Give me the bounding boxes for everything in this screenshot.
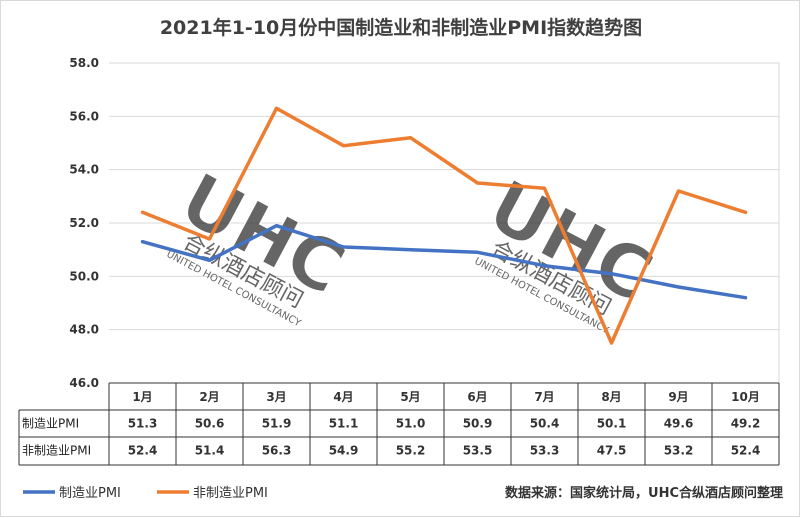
category-label: 2月 xyxy=(199,390,219,404)
data-point xyxy=(543,264,546,267)
table-cell: 50.6 xyxy=(195,417,225,431)
data-point xyxy=(141,211,144,214)
table-cell: 53.3 xyxy=(530,444,560,458)
series-layer xyxy=(140,106,748,345)
table-cell: 51.9 xyxy=(262,417,292,431)
table-row-label: 制造业PMI xyxy=(22,417,79,431)
category-label: 6月 xyxy=(467,390,487,404)
category-label: 7月 xyxy=(534,390,554,404)
data-point xyxy=(409,248,412,251)
category-label: 5月 xyxy=(400,390,420,404)
legend-label: 制造业PMI xyxy=(59,486,121,501)
table-cell: 51.3 xyxy=(128,417,158,431)
category-label: 4月 xyxy=(333,390,353,404)
data-point xyxy=(141,240,144,243)
table-cell: 51.4 xyxy=(195,444,225,458)
y-tick-label: 48.0 xyxy=(69,323,99,337)
series-line-2 xyxy=(140,106,748,345)
legend: 制造业PMI 非制造业PMI xyxy=(23,486,268,501)
data-point xyxy=(208,237,211,241)
data-point xyxy=(677,285,680,289)
data-point xyxy=(275,224,278,227)
data-point xyxy=(208,259,211,262)
table-cell: 50.1 xyxy=(597,417,627,431)
table-cell: 51.1 xyxy=(329,417,359,431)
gridlines xyxy=(109,62,780,384)
category-label: 1月 xyxy=(132,390,152,404)
y-axis: 46.0 48.0 50.0 52.0 54.0 56.0 58.0 xyxy=(69,56,99,390)
table-cell: 47.5 xyxy=(597,444,627,458)
legend-label: 非制造业PMI xyxy=(193,486,268,501)
table-cell: 49.2 xyxy=(731,417,761,431)
data-point xyxy=(744,211,747,214)
series-line-1 xyxy=(140,223,748,300)
data-point xyxy=(610,341,613,345)
table-cell: 50.9 xyxy=(463,417,493,431)
data-point xyxy=(275,107,278,110)
data-point xyxy=(409,136,412,139)
table-cell: 55.2 xyxy=(396,444,426,458)
category-label: 9月 xyxy=(668,390,688,404)
category-label: 3月 xyxy=(266,390,286,404)
table-cell: 56.3 xyxy=(262,444,292,458)
data-point xyxy=(610,272,613,275)
data-point xyxy=(476,251,479,254)
table-cell: 51.0 xyxy=(396,417,426,431)
y-tick-label: 50.0 xyxy=(69,269,99,283)
data-point xyxy=(744,296,747,299)
table-cell: 52.4 xyxy=(128,444,158,458)
data-point xyxy=(543,187,546,190)
table-cell: 53.2 xyxy=(664,444,694,458)
y-tick-label: 52.0 xyxy=(69,216,99,230)
table-cell: 52.4 xyxy=(731,444,761,458)
y-tick-label: 58.0 xyxy=(69,56,99,70)
chart-title: 2021年1-10月份中国制造业和非制造业PMI指数趋势图 xyxy=(160,16,642,39)
table-row-label: 非制造业PMI xyxy=(22,444,91,458)
data-point xyxy=(342,245,345,249)
data-point xyxy=(476,181,479,185)
y-tick-label: 46.0 xyxy=(69,376,99,390)
table-cell: 49.6 xyxy=(664,417,694,431)
y-tick-label: 54.0 xyxy=(69,163,99,177)
y-tick-label: 56.0 xyxy=(69,109,99,123)
data-point xyxy=(342,144,345,147)
category-label: 10月 xyxy=(731,390,760,404)
table-cell: 54.9 xyxy=(329,444,359,458)
source-note: 数据来源：国家统计局，UHC合纵酒店顾问整理 xyxy=(505,485,783,501)
table-cell: 50.4 xyxy=(530,417,560,431)
category-label: 8月 xyxy=(601,390,621,404)
table-cell: 53.5 xyxy=(463,444,493,458)
data-point xyxy=(677,189,680,193)
